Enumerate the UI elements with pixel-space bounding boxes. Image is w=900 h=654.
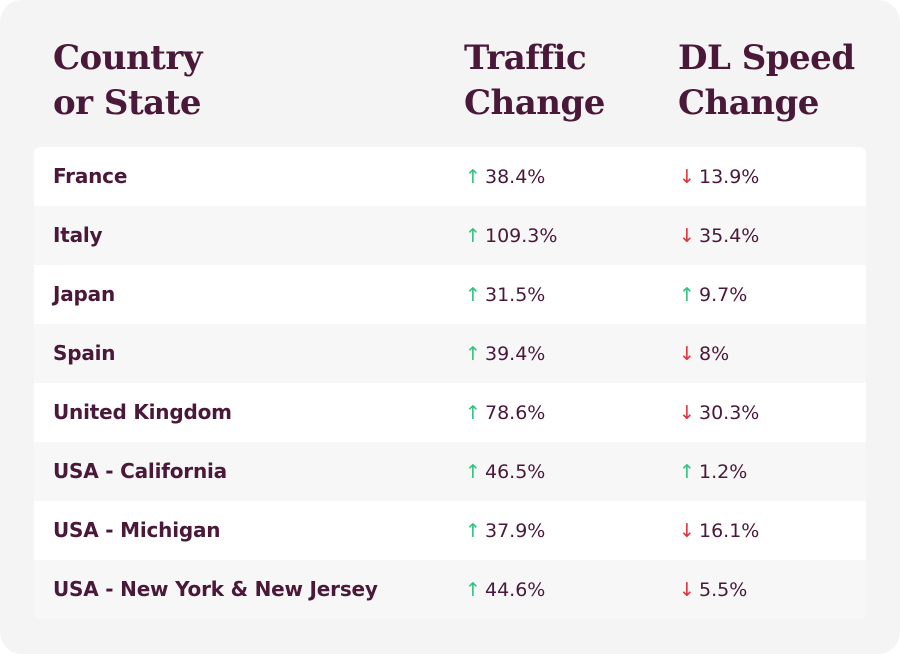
traffic-value: 78.6%: [485, 402, 546, 424]
speed-cell: ↓ 13.9%: [679, 147, 759, 206]
speed-cell: ↓ 35.4%: [679, 206, 759, 265]
country-cell: USA - California: [53, 459, 227, 483]
header-country: Country or State: [53, 38, 203, 123]
arrow-down-icon: ↓: [679, 166, 695, 188]
table-header: Country or State Traffic Change DL Speed…: [0, 0, 900, 146]
table-row: Italy ↑ 109.3% ↓ 35.4%: [34, 206, 866, 265]
table-row: USA - Michigan ↑ 37.9% ↓ 16.1%: [34, 501, 866, 560]
speed-value: 1.2%: [699, 461, 748, 483]
country-cell: Italy: [53, 223, 103, 247]
speed-value: 13.9%: [699, 166, 760, 188]
speed-value: 35.4%: [699, 225, 760, 247]
arrow-up-icon: ↑: [465, 579, 481, 601]
country-cell: United Kingdom: [53, 400, 232, 424]
traffic-value: 39.4%: [485, 343, 546, 365]
table-row: Japan ↑ 31.5% ↑ 9.7%: [34, 265, 866, 324]
traffic-cell: ↑ 39.4%: [465, 324, 545, 383]
speed-value: 16.1%: [699, 520, 760, 542]
table-row: USA - California ↑ 46.5% ↑ 1.2%: [34, 442, 866, 501]
speed-cell: ↓ 16.1%: [679, 501, 759, 560]
arrow-down-icon: ↓: [679, 579, 695, 601]
arrow-down-icon: ↓: [679, 343, 695, 365]
speed-cell: ↓ 30.3%: [679, 383, 759, 442]
traffic-value: 46.5%: [485, 461, 546, 483]
arrow-up-icon: ↑: [465, 166, 481, 188]
arrow-down-icon: ↓: [679, 225, 695, 247]
arrow-up-icon: ↑: [465, 402, 481, 424]
arrow-up-icon: ↑: [465, 520, 481, 542]
arrow-up-icon: ↑: [465, 461, 481, 483]
speed-value: 30.3%: [699, 402, 760, 424]
speed-value: 8%: [699, 343, 730, 365]
table-row: United Kingdom ↑ 78.6% ↓ 30.3%: [34, 383, 866, 442]
traffic-value: 37.9%: [485, 520, 546, 542]
speed-value: 9.7%: [699, 284, 748, 306]
traffic-value: 38.4%: [485, 166, 546, 188]
country-cell: USA - Michigan: [53, 518, 221, 542]
speed-cell: ↓ 5.5%: [679, 560, 747, 619]
arrow-up-icon: ↑: [465, 343, 481, 365]
arrow-up-icon: ↑: [679, 461, 695, 483]
header-dl-speed-change: DL Speed Change: [678, 38, 855, 123]
traffic-value: 109.3%: [485, 225, 558, 247]
country-cell: France: [53, 164, 128, 188]
traffic-cell: ↑ 44.6%: [465, 560, 545, 619]
traffic-cell: ↑ 31.5%: [465, 265, 545, 324]
arrow-up-icon: ↑: [465, 225, 481, 247]
header-traffic-change: Traffic Change: [464, 38, 605, 123]
speed-cell: ↑ 1.2%: [679, 442, 747, 501]
speed-cell: ↑ 9.7%: [679, 265, 747, 324]
arrow-up-icon: ↑: [679, 284, 695, 306]
traffic-value: 44.6%: [485, 579, 546, 601]
traffic-cell: ↑ 78.6%: [465, 383, 545, 442]
table-body: France ↑ 38.4% ↓ 13.9% Italy ↑ 109.3% ↓ 35.4…: [34, 147, 866, 619]
traffic-cell: ↑ 109.3%: [465, 206, 557, 265]
speed-value: 5.5%: [699, 579, 748, 601]
traffic-cell: ↑ 37.9%: [465, 501, 545, 560]
traffic-value: 31.5%: [485, 284, 546, 306]
traffic-cell: ↑ 38.4%: [465, 147, 545, 206]
table-row: France ↑ 38.4% ↓ 13.9%: [34, 147, 866, 206]
table-row: Spain ↑ 39.4% ↓ 8%: [34, 324, 866, 383]
table-row: USA - New York & New Jersey ↑ 44.6% ↓ 5.5%: [34, 560, 866, 619]
arrow-down-icon: ↓: [679, 402, 695, 424]
country-cell: Spain: [53, 341, 116, 365]
speed-cell: ↓ 8%: [679, 324, 729, 383]
traffic-cell: ↑ 46.5%: [465, 442, 545, 501]
country-cell: Japan: [53, 282, 115, 306]
arrow-down-icon: ↓: [679, 520, 695, 542]
arrow-up-icon: ↑: [465, 284, 481, 306]
country-cell: USA - New York & New Jersey: [53, 577, 378, 601]
